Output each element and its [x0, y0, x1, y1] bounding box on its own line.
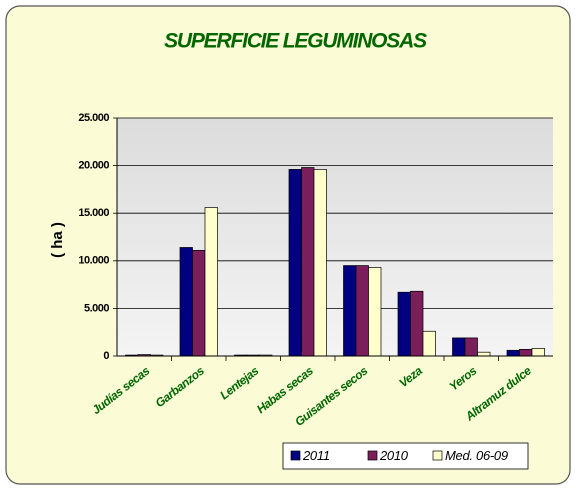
bar: [464, 337, 478, 357]
bar: [355, 265, 369, 357]
y-tick-label: 10.000: [78, 255, 109, 267]
bar: [477, 351, 491, 357]
y-tick-label: 0: [103, 350, 109, 362]
bar: [452, 337, 466, 357]
bar: [192, 249, 206, 357]
legend-swatch: [367, 450, 378, 461]
bar: [531, 348, 545, 357]
bar: [204, 207, 218, 357]
bar: [422, 330, 436, 357]
legend-swatch: [432, 450, 443, 461]
bar: [410, 290, 424, 357]
bar: [519, 348, 533, 357]
y-tick-label: 25.000: [78, 112, 109, 124]
bar: [288, 169, 302, 357]
bar: [397, 291, 411, 357]
legend-swatch: [290, 450, 301, 461]
legend-label: 2010: [379, 448, 409, 463]
bar: [506, 349, 520, 357]
bar: [368, 267, 382, 357]
bar: [313, 169, 327, 357]
legend-label: Med. 06-09: [445, 448, 508, 463]
chart-title: SUPERFICIE LEGUMINOSAS: [164, 30, 427, 53]
bar: [301, 167, 315, 357]
y-tick-label: 5.000: [84, 302, 109, 314]
bar: [343, 265, 357, 357]
y-axis-label: ( ha ): [49, 222, 66, 258]
legend-label: 2011: [302, 448, 330, 463]
y-tick-label: 20.000: [78, 160, 109, 172]
y-tick-label: 15.000: [78, 207, 109, 219]
bar: [179, 247, 193, 357]
legend-box: [282, 442, 529, 470]
